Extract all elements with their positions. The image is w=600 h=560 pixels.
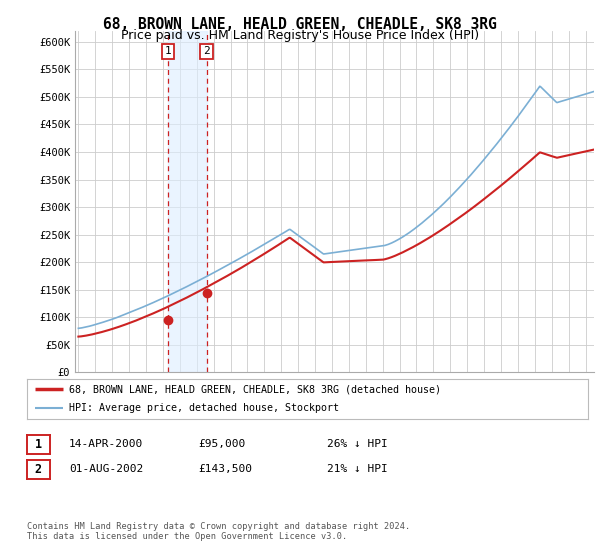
Bar (168, 31, 206, 372)
Text: 68, BROWN LANE, HEALD GREEN, CHEADLE, SK8 3RG (detached house): 68, BROWN LANE, HEALD GREEN, CHEADLE, SK… (69, 384, 441, 394)
Text: £143,500: £143,500 (198, 464, 252, 474)
Text: 2: 2 (203, 46, 210, 57)
Text: 21% ↓ HPI: 21% ↓ HPI (327, 464, 388, 474)
Text: 14-APR-2000: 14-APR-2000 (69, 439, 143, 449)
Text: 1: 1 (164, 46, 171, 57)
Text: HPI: Average price, detached house, Stockport: HPI: Average price, detached house, Stoc… (69, 403, 339, 413)
Text: 2: 2 (35, 463, 42, 476)
Text: 26% ↓ HPI: 26% ↓ HPI (327, 439, 388, 449)
Text: Contains HM Land Registry data © Crown copyright and database right 2024.
This d: Contains HM Land Registry data © Crown c… (27, 522, 410, 542)
Text: 01-AUG-2002: 01-AUG-2002 (69, 464, 143, 474)
Text: Price paid vs. HM Land Registry's House Price Index (HPI): Price paid vs. HM Land Registry's House … (121, 29, 479, 42)
Text: £95,000: £95,000 (198, 439, 245, 449)
Text: 68, BROWN LANE, HEALD GREEN, CHEADLE, SK8 3RG: 68, BROWN LANE, HEALD GREEN, CHEADLE, SK… (103, 17, 497, 32)
Text: 1: 1 (35, 437, 42, 451)
